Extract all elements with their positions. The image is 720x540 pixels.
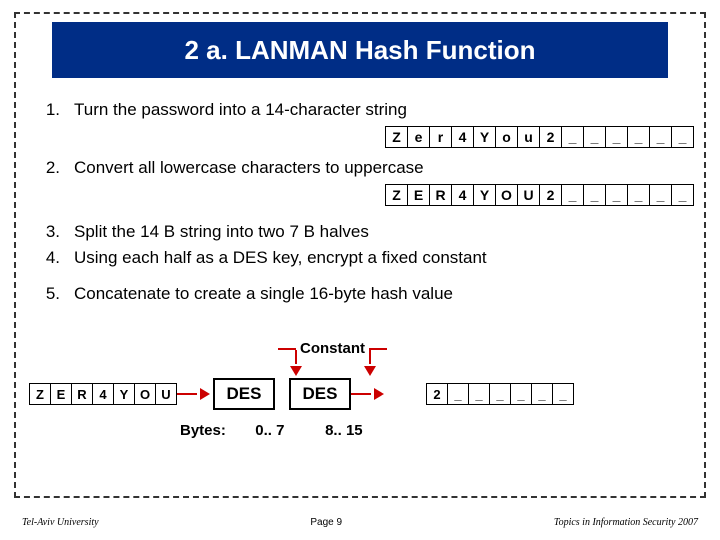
cell: 2 — [426, 383, 448, 405]
item-text: Turn the password into a 14-character st… — [74, 100, 407, 120]
char-row-lowercase: Zer4You2______ — [40, 126, 706, 148]
cell: _ — [561, 184, 584, 206]
cell: Z — [29, 383, 51, 405]
cell: _ — [561, 126, 584, 148]
cell: _ — [447, 383, 469, 405]
item-number: 1. — [40, 100, 60, 120]
item-number: 3. — [40, 222, 60, 242]
cell: _ — [649, 126, 672, 148]
list-item: 4. Using each half as a DES key, encrypt… — [40, 248, 706, 268]
arrow-down — [364, 350, 376, 378]
item-number: 5. — [40, 284, 60, 304]
list-item: 2. Convert all lowercase characters to u… — [40, 158, 706, 178]
footer-right: Topics in Information Security 2007 — [554, 517, 698, 528]
item-text: Split the 14 B string into two 7 B halve… — [74, 222, 369, 242]
cell: O — [495, 184, 518, 206]
slide-title: 2 a. LANMAN Hash Function — [184, 35, 535, 66]
cell: U — [517, 184, 540, 206]
output-cells: 2______ — [427, 383, 574, 405]
item-number: 2. — [40, 158, 60, 178]
arrow-down — [290, 350, 302, 378]
cell: O — [134, 383, 156, 405]
item-text: Convert all lowercase characters to uppe… — [74, 158, 424, 178]
cell: Z — [385, 126, 408, 148]
cell: E — [50, 383, 72, 405]
cell: _ — [671, 184, 694, 206]
list-item: 3. Split the 14 B string into two 7 B ha… — [40, 222, 706, 242]
connector-line — [351, 393, 371, 395]
cell: _ — [627, 126, 650, 148]
bytes-row: Bytes: 0.. 7 8.. 15 — [180, 422, 374, 439]
arrow-right-icon — [200, 388, 210, 400]
cell: o — [495, 126, 518, 148]
cell: 4 — [451, 184, 474, 206]
cell: _ — [627, 184, 650, 206]
title-bar: 2 a. LANMAN Hash Function — [52, 22, 668, 78]
footer: Tel-Aviv University Page 9 Topics in Inf… — [22, 517, 698, 528]
key-halves: ZER4YOU — [30, 383, 177, 405]
char-row-uppercase: ZER4YOU2______ — [40, 184, 706, 206]
cell: _ — [552, 383, 574, 405]
cell: R — [71, 383, 93, 405]
des-box-2: DES — [289, 378, 351, 410]
cell: u — [517, 126, 540, 148]
content-area: 1. Turn the password into a 14-character… — [40, 100, 706, 310]
cell: Y — [113, 383, 135, 405]
item-text: Using each half as a DES key, encrypt a … — [74, 248, 487, 268]
arrow-right-icon — [374, 388, 384, 400]
cell: _ — [510, 383, 532, 405]
item-text: Concatenate to create a single 16-byte h… — [74, 284, 453, 304]
constant-arrows — [290, 350, 376, 378]
des-box-1: DES — [213, 378, 275, 410]
cell: _ — [605, 126, 628, 148]
footer-left: Tel-Aviv University — [22, 517, 99, 528]
cell: Y — [473, 184, 496, 206]
cell: _ — [489, 383, 511, 405]
item-number: 4. — [40, 248, 60, 268]
cell: 4 — [451, 126, 474, 148]
cell: 2 — [539, 184, 562, 206]
cell: _ — [468, 383, 490, 405]
cell: _ — [583, 184, 606, 206]
cell: Z — [385, 184, 408, 206]
cell: R — [429, 184, 452, 206]
cell: _ — [649, 184, 672, 206]
footer-page: Page 9 — [310, 517, 342, 528]
cell: _ — [671, 126, 694, 148]
cell: _ — [531, 383, 553, 405]
connector-line — [177, 393, 197, 395]
cell: e — [407, 126, 430, 148]
bytes-label: Bytes: — [180, 422, 226, 439]
cell: _ — [605, 184, 628, 206]
cell: E — [407, 184, 430, 206]
cell: 2 — [539, 126, 562, 148]
cell: U — [155, 383, 177, 405]
list-item: 5. Concatenate to create a single 16-byt… — [40, 284, 706, 304]
byte-range: 0.. 7 — [240, 422, 300, 439]
cell: r — [429, 126, 452, 148]
list-item: 1. Turn the password into a 14-character… — [40, 100, 706, 120]
des-row: ZER4YOU DES DES 2______ — [30, 378, 700, 410]
byte-range: 8.. 15 — [314, 422, 374, 439]
cell: Y — [473, 126, 496, 148]
cell: 4 — [92, 383, 114, 405]
cell: _ — [583, 126, 606, 148]
